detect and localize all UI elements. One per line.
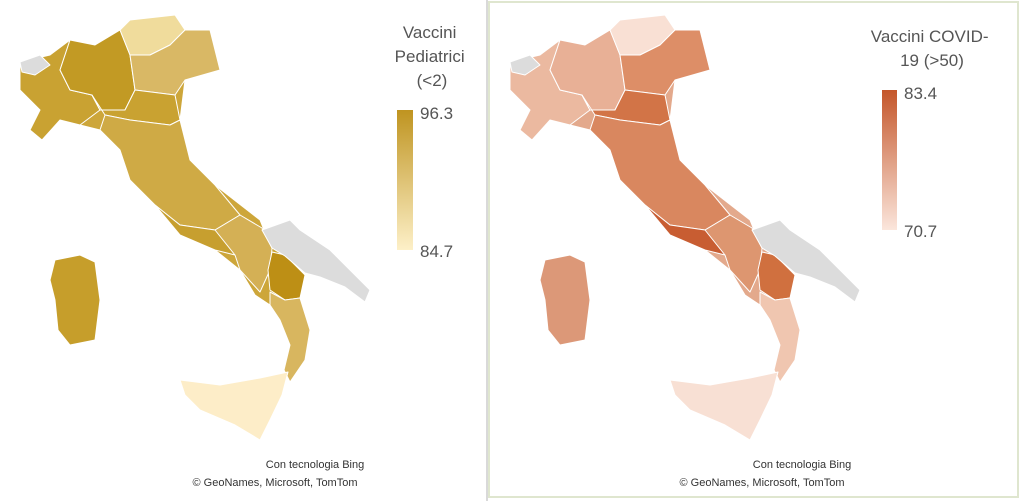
attribution: Con tecnologia Bing (266, 459, 364, 471)
map-right (509, 14, 861, 441)
attribution: Con tecnologia Bing (753, 459, 851, 471)
legend-min: 84.7 (420, 242, 453, 261)
attribution: © GeoNames, Microsoft, TomTom (680, 477, 845, 489)
legend-max: 96.3 (420, 104, 453, 123)
legend-title: Vaccini Pediatrici (<2) (395, 23, 470, 90)
legend-title: Vaccini COVID- 19 (>50) (871, 27, 994, 70)
legend-max: 83.4 (904, 84, 937, 103)
panel-border (488, 1, 1019, 498)
legend-min: 70.7 (904, 222, 937, 241)
attribution: © GeoNames, Microsoft, TomTom (193, 477, 358, 489)
legend-title-line: Vaccini COVID- (871, 27, 989, 46)
legend-gradient (397, 110, 413, 250)
legend-title-line: Vaccini (403, 23, 457, 42)
map-left (19, 14, 371, 441)
legend-title-line: (<2) (417, 71, 448, 90)
legend-title-line: 19 (>50) (900, 51, 964, 70)
legend-gradient (882, 90, 897, 230)
legend-title-line: Pediatrici (395, 47, 465, 66)
